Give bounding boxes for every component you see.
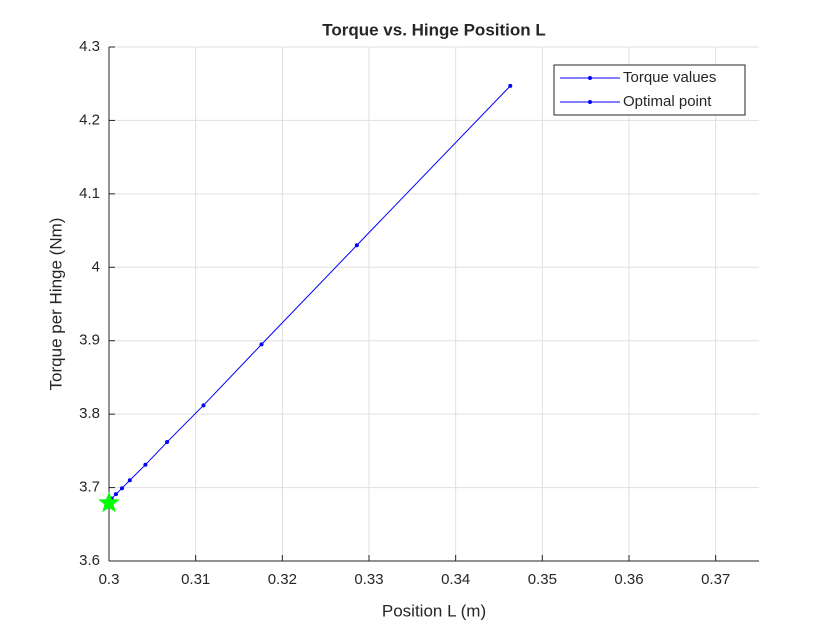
x-tick-label: 0.3 [99,571,120,588]
data-point [201,403,206,408]
legend-label: Torque values [623,69,716,86]
legend-marker [588,100,592,104]
y-tick-label: 3.7 [79,479,100,496]
legend-marker [588,76,592,80]
x-tick-label: 0.32 [268,571,297,588]
y-tick-label: 3.6 [79,552,100,569]
x-tick-label: 0.36 [614,571,643,588]
legend-box [553,64,746,116]
y-tick-label: 4.1 [79,185,100,202]
data-point [354,243,359,248]
data-point [508,83,513,88]
optimal-marker [98,491,120,513]
legend-label: Optimal point [623,93,712,110]
x-tick-label: 0.34 [441,571,470,588]
y-tick-label: 4.3 [79,38,100,55]
y-tick-label: 3.9 [79,332,100,349]
x-tick-label: 0.35 [528,571,557,588]
y-axis-label: Torque per Hinge (Nm) [46,218,65,391]
y-tick-label: 3.8 [79,405,100,422]
data-point [259,342,264,347]
x-tick-label: 0.31 [181,571,210,588]
data-point [165,440,170,445]
data-point [127,478,132,483]
chart-title: Torque vs. Hinge Position L [322,20,546,39]
y-tick-label: 4 [92,258,100,275]
data-point [143,462,148,467]
x-axis-label: Position L (m) [382,601,486,620]
x-tick-label: 0.37 [701,571,730,588]
data-point [113,492,118,497]
data-point [120,486,124,491]
x-tick-label: 0.33 [354,571,383,588]
y-tick-label: 4.2 [79,111,100,128]
